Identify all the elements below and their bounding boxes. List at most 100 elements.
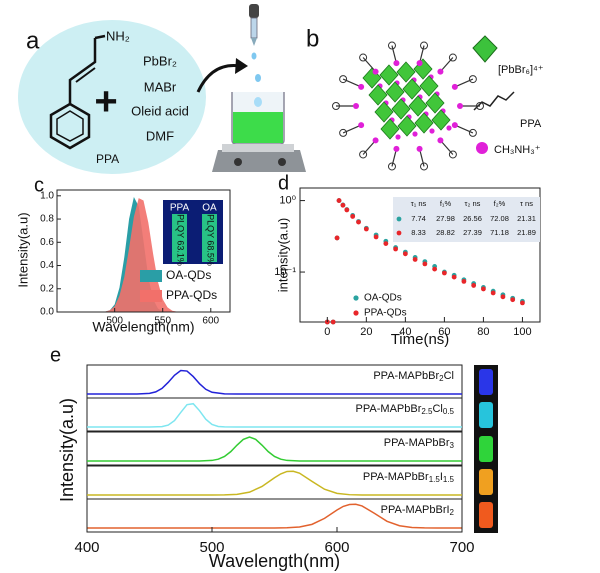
phenyl [359,150,368,159]
series-label: PPA-MAPbBr1.5I1.5 [363,471,455,484]
y-axis-label: Intensity(a.u) [15,212,30,287]
ma-cation [393,60,400,67]
table-cell: 27.39 [463,228,482,237]
ma-cation [446,125,452,131]
table-cell: 26.56 [463,214,482,223]
inset-sample: PPA [170,203,190,214]
plot-frame [56,189,231,313]
ppa-ligand [439,57,454,72]
octahedron [380,118,400,140]
data-point [340,202,346,208]
x-tick-label: 700 [449,539,474,556]
y-tick-label: 0.8 [40,214,54,225]
vial-photos [474,365,498,533]
x-tick-label: 40 [399,326,411,338]
data-point [412,257,418,262]
subscript: 0.5 [443,407,455,416]
ppa-molecule [49,34,106,150]
x-tick-label: 400 [74,539,99,556]
ma-cation [457,103,463,109]
series-label: PPA-MAPbBrI2 [381,504,455,517]
data-point [432,266,438,272]
label-part: I [440,471,443,483]
vial [479,402,493,428]
spectrum-area [95,198,182,312]
drop [254,97,262,107]
y-tick-label: 0.0 [40,307,54,318]
label-part: PPA-MAPbBr [356,403,422,415]
data-point [330,319,336,325]
data-point [471,283,477,288]
knob [278,158,286,166]
phenyl [448,150,457,159]
octahedron [385,81,405,103]
x-tick-label: 600 [202,316,219,327]
ma-cation [358,83,365,90]
legend-label: PPA-QDs [364,308,407,319]
molecule-label: PPA [96,152,119,166]
x-tick-label: 500 [199,539,224,556]
legend-label: OA-QDs [364,293,402,304]
panel-a: a NH₂ PPA + PbBr₂ MABr Oleid acid DMF [18,4,306,174]
ma-cation [358,122,365,129]
x-tick-label: 500 [106,316,123,327]
data-point [422,261,428,267]
phenyl [468,75,477,84]
ppa-ligand [418,148,425,167]
x-tick-label: 0 [324,326,330,338]
octahedron-icon [472,35,498,63]
vial [479,369,493,395]
spectrum-line [87,402,462,428]
data-point [441,270,447,276]
subscript: 2.5 [421,407,433,416]
ma-cation [437,68,444,75]
ppa-ligand [362,140,377,155]
ma-cation [437,137,444,144]
label-part: Cl [444,370,454,382]
plot-frame [299,187,541,323]
ppa-ligand [439,140,454,155]
chain [68,38,97,104]
reagent: Oleid acid [131,103,189,118]
inset-sample: OA [202,203,217,214]
plus-sign: + [94,80,117,124]
green-solution [233,112,283,143]
spectrum-line [87,503,462,529]
y-axis-label: Intensity(a.u) [57,398,77,502]
double-bond [75,67,96,83]
legend-marker [353,295,359,301]
legend-label: PPA-QDs [166,288,217,302]
octahedron [374,101,394,123]
data-point [383,241,389,247]
table-header: f₁% [440,199,452,208]
panel-label: e [50,344,61,366]
label-part: PPA-MAPbBr [384,437,450,449]
ppa-ligand [391,148,398,167]
hot-plate-top [222,144,294,152]
table-marker [396,216,402,222]
ma-cation [372,68,379,75]
phenyl [420,41,429,50]
ma-cation [395,134,401,140]
phenyl [448,53,457,62]
table-cell: 28.82 [436,228,455,237]
x-axis-label: Wavelength(nm) [209,551,340,571]
y-tick-label: 0.2 [40,283,54,294]
phenyl [339,75,348,84]
panel-label: d [278,172,289,194]
ma-cation [416,60,423,67]
vial [479,436,493,462]
spectrum-line [87,470,462,496]
phenyl [476,102,484,110]
y-tick-label: 0.4 [40,260,54,271]
reagent: MABr [144,79,177,94]
panel-label: b [306,25,319,52]
arrow [196,64,241,93]
data-point [510,297,516,303]
dropper-tip [251,38,257,46]
data-point [461,278,467,284]
table-background [393,197,540,242]
inset-plqy: PLQY 63.1% [176,214,186,266]
background-ellipse [18,20,206,174]
